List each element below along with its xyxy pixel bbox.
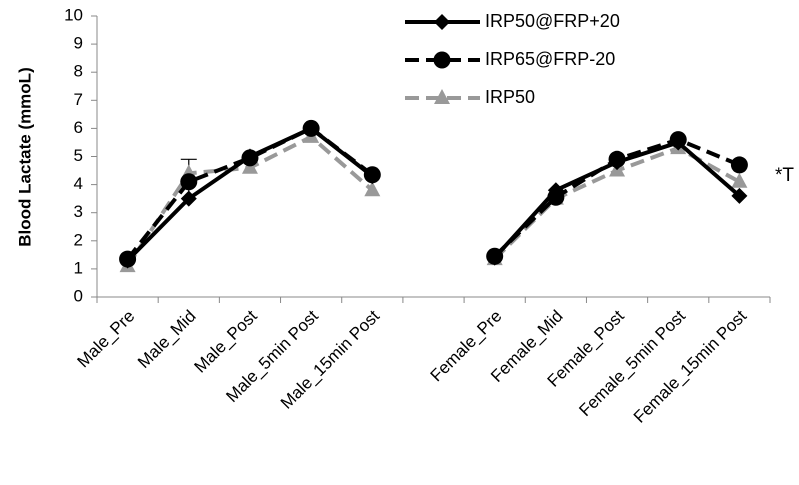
- series-line: [126, 126, 374, 261]
- y-tick-label: 10: [64, 5, 83, 24]
- data-point: [241, 149, 259, 167]
- x-tick-label: Male_Mid: [134, 306, 200, 372]
- data-point: [119, 250, 137, 268]
- legend-label: IRP65@FRP-20: [485, 49, 615, 69]
- data-point: [669, 131, 687, 149]
- y-tick-label: 6: [74, 118, 83, 137]
- series-diamond: [119, 120, 748, 269]
- series: [119, 119, 748, 273]
- legend: IRP50@FRP+20 IRP65@FRP-20 IRP50: [405, 11, 620, 107]
- data-point: [180, 173, 198, 191]
- y-tick-label: 9: [74, 34, 83, 53]
- y-axis-label: Blood Lactate (mmoL): [15, 67, 34, 246]
- legend-swatch-marker: [433, 51, 451, 69]
- x-tick-label: Female_15min Post: [630, 306, 751, 427]
- y-tick-label: 3: [74, 202, 83, 221]
- y-tick-label: 1: [74, 258, 83, 277]
- y-tick-label: 4: [74, 174, 83, 193]
- x-tick-label: Male_Pre: [74, 306, 139, 371]
- y-ticks: 0 1 2 3 4 5 6 7 8 9 10: [64, 5, 97, 305]
- data-point: [608, 150, 626, 168]
- legend-swatch-marker: [434, 14, 450, 30]
- data-point: [364, 181, 381, 197]
- y-tick-label: 8: [74, 62, 83, 81]
- legend-swatch-marker: [434, 89, 450, 104]
- y-tick-label: 0: [74, 286, 83, 305]
- y-tick-label: 2: [74, 230, 83, 249]
- data-point: [731, 172, 748, 188]
- data-point: [547, 188, 565, 206]
- data-point: [302, 119, 320, 137]
- data-point: [730, 156, 748, 174]
- legend-label: IRP50@FRP+20: [485, 11, 620, 31]
- data-point: [180, 190, 197, 207]
- x-tick-label: Female_5min Post: [575, 306, 689, 420]
- data-point: [731, 187, 748, 204]
- data-point: [486, 247, 504, 265]
- series-circle: [119, 119, 748, 268]
- legend-label: IRP50: [485, 87, 535, 107]
- y-tick-label: 5: [74, 146, 83, 165]
- data-point: [363, 166, 381, 184]
- annotation-note: *T: [775, 165, 794, 186]
- y-tick-label: 7: [74, 90, 83, 109]
